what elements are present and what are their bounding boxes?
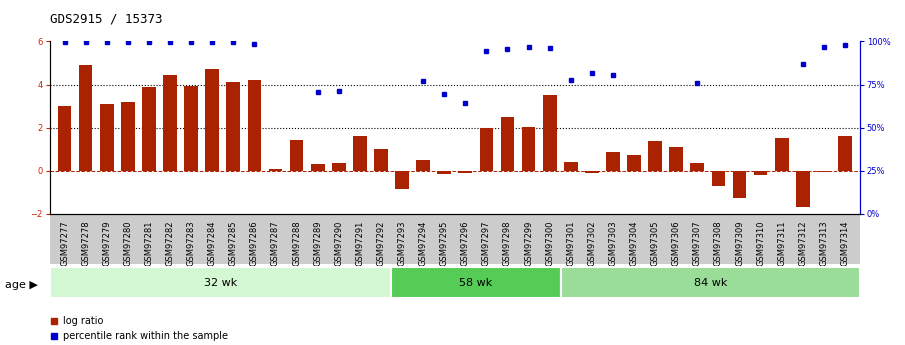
Bar — [522, 127, 536, 171]
Text: log ratio: log ratio — [63, 316, 104, 326]
Bar — [500, 117, 514, 171]
FancyBboxPatch shape — [391, 267, 561, 298]
Bar — [795, 171, 810, 207]
Bar — [627, 155, 641, 171]
Text: age ▶: age ▶ — [5, 280, 37, 289]
Bar — [416, 160, 430, 171]
Bar — [353, 136, 367, 171]
Bar — [480, 128, 493, 171]
Bar — [395, 171, 409, 189]
Bar — [564, 162, 577, 171]
FancyBboxPatch shape — [50, 267, 391, 298]
Bar — [290, 139, 303, 171]
Bar — [437, 171, 451, 174]
FancyBboxPatch shape — [561, 267, 860, 298]
Bar — [691, 163, 704, 171]
Bar — [310, 164, 325, 171]
Bar — [775, 138, 788, 171]
Bar — [226, 82, 240, 171]
Text: 84 wk: 84 wk — [694, 278, 728, 288]
Bar — [670, 147, 683, 171]
Bar — [754, 171, 767, 175]
Bar — [733, 171, 747, 198]
Bar — [459, 171, 472, 173]
Bar — [332, 163, 346, 171]
Bar — [58, 106, 71, 171]
Bar — [374, 149, 387, 171]
Bar — [585, 171, 599, 173]
Bar — [248, 80, 262, 171]
Bar — [543, 95, 557, 171]
Bar — [100, 104, 114, 171]
Bar — [121, 102, 135, 171]
Bar — [606, 152, 620, 171]
Bar — [205, 69, 219, 171]
Text: GDS2915 / 15373: GDS2915 / 15373 — [50, 12, 162, 25]
Bar — [185, 86, 198, 171]
Bar — [79, 65, 92, 171]
Bar — [648, 141, 662, 171]
Text: 32 wk: 32 wk — [204, 278, 237, 288]
Bar — [817, 171, 831, 172]
Bar — [269, 169, 282, 171]
Bar — [163, 75, 176, 171]
Bar — [711, 171, 725, 186]
Text: percentile rank within the sample: percentile rank within the sample — [63, 332, 228, 341]
Bar — [142, 87, 156, 171]
Text: 58 wk: 58 wk — [460, 278, 492, 288]
Bar — [838, 136, 852, 171]
